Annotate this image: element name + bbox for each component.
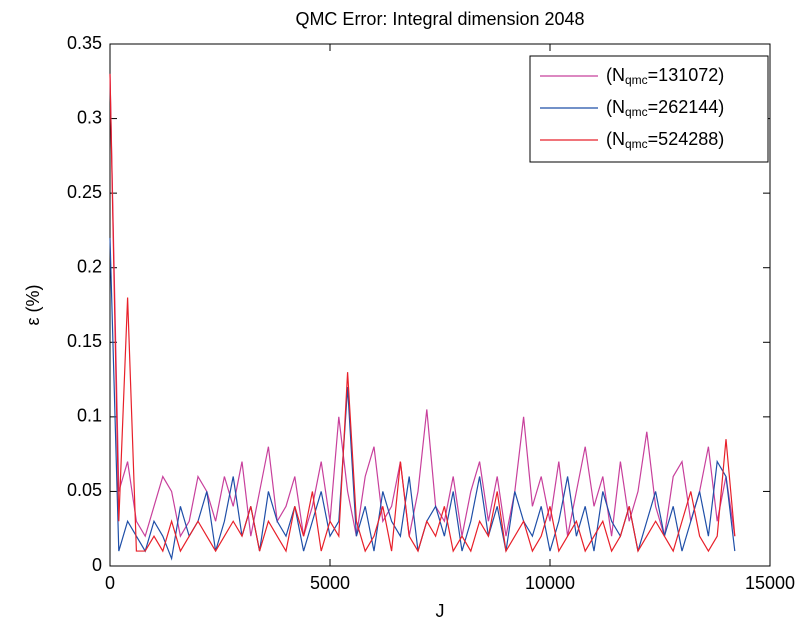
legend-text: (N [606,97,625,117]
legend-subscript: qmc [625,137,648,151]
y-tick-label: 0.1 [77,406,102,426]
legend-text: (N [606,129,625,149]
x-tick-label: 5000 [310,573,350,593]
legend-label: (Nqmc=524288) [606,129,724,151]
legend-text: (N [606,65,625,85]
y-tick-label: 0 [92,555,102,575]
legend-label: (Nqmc=131072) [606,65,724,87]
y-tick-label: 0.35 [67,33,102,53]
x-tick-label: 10000 [525,573,575,593]
legend-label: (Nqmc=262144) [606,97,724,119]
y-tick-label: 0.15 [67,331,102,351]
legend-subscript: qmc [625,73,648,87]
legend-box [529,55,769,163]
chart-title: QMC Error: Integral dimension 2048 [295,9,584,29]
legend-subscript: qmc [625,105,648,119]
legend-text: =524288) [648,129,725,149]
y-tick-label: 0.2 [77,256,102,276]
x-tick-label: 15000 [745,573,795,593]
series-line [109,73,736,553]
x-tick-label: 0 [105,573,115,593]
y-axis-label: ε (%) [23,284,43,325]
y-tick-label: 0.25 [67,182,102,202]
legend-text: =262144) [648,97,725,117]
legend-text: =131072) [648,65,725,85]
x-axis-label: J [436,601,445,621]
y-tick-label: 0.3 [77,107,102,127]
y-tick-label: 0.05 [67,480,102,500]
